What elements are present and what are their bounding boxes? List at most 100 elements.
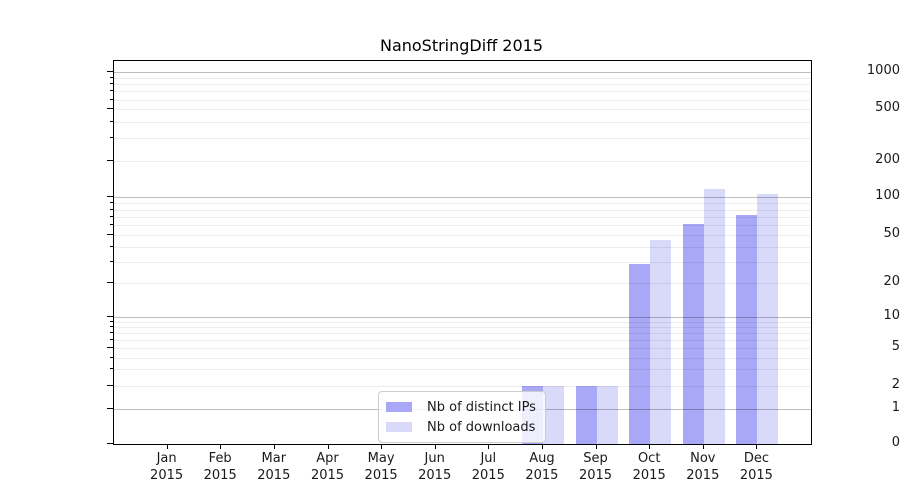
major-gridline — [114, 197, 811, 199]
y-tick-label: 20 — [883, 274, 900, 289]
y-tick-label: 0 — [891, 435, 900, 450]
y-minor-tick-mark — [110, 76, 113, 78]
minor-gridline — [114, 161, 811, 162]
y-minor-tick-mark — [110, 98, 113, 100]
x-tick-month: May — [367, 451, 395, 466]
y-tick-mark — [107, 407, 113, 409]
x-tick-month: Jan — [156, 451, 177, 466]
x-tick-year: 2015 — [525, 467, 559, 483]
y-minor-tick-mark — [110, 108, 113, 110]
x-tick-mark — [488, 444, 490, 449]
x-tick-month: Mar — [261, 451, 287, 466]
x-tick-label-oct: Oct 2015 — [609, 451, 689, 484]
x-tick-month: Nov — [690, 451, 716, 466]
x-tick-mark — [702, 444, 704, 449]
minor-gridline — [114, 261, 811, 263]
grid-layer — [114, 61, 811, 444]
x-tick-label-feb: Feb 2015 — [180, 451, 260, 484]
y-minor-tick-mark — [110, 137, 113, 139]
bars-layer — [114, 61, 811, 444]
x-tick-year: 2015 — [364, 467, 398, 483]
minor-gridline — [114, 216, 811, 218]
x-tick-year: 2015 — [310, 467, 345, 483]
minor-gridline — [114, 203, 811, 205]
y-tick-label: 1000 — [866, 63, 900, 79]
x-tick-month: Oct — [637, 451, 661, 466]
y-minor-tick-mark — [110, 326, 113, 328]
x-tick-mark — [166, 444, 168, 449]
x-tick-mark — [327, 444, 329, 449]
minor-gridline — [114, 138, 811, 140]
x-tick-month: Jun — [424, 451, 445, 466]
x-tick-label-apr: Apr 2015 — [288, 451, 368, 484]
bar-nov-distinct-ips — [682, 223, 704, 444]
bar-sep-distinct-ips — [575, 386, 597, 444]
y-tick-label: 10 — [883, 308, 900, 323]
minor-gridline — [114, 109, 811, 111]
y-tick-label: 50 — [883, 226, 900, 242]
x-tick-year: 2015 — [578, 467, 613, 483]
legend-item-distinct-ips: Nb of distinct IPs — [386, 397, 539, 417]
bar-sep-downloads — [596, 386, 618, 444]
legend-swatch-distinct-ips — [386, 402, 412, 412]
y-minor-tick-mark — [110, 202, 113, 204]
x-tick-mark — [649, 444, 651, 449]
x-tick-label-jun: Jun 2015 — [395, 451, 475, 484]
x-tick-label-jan: Jan 2015 — [127, 451, 207, 484]
legend-item-downloads: Nb of downloads — [386, 417, 539, 437]
x-tick-month: Sep — [583, 451, 608, 466]
y-tick-label: 100 — [875, 188, 900, 204]
x-tick-mark — [541, 444, 543, 449]
bar-aug-downloads — [542, 386, 564, 444]
y-minor-tick-mark — [110, 224, 113, 226]
minor-gridline — [114, 209, 811, 211]
chart-title: NanoStringDiff 2015 — [379, 36, 544, 55]
plot-area: Nb of distinct IPs Nb of downloads — [113, 60, 812, 445]
minor-gridline — [114, 91, 811, 93]
y-minor-tick-mark — [110, 160, 113, 161]
minor-gridline — [114, 340, 811, 342]
legend: Nb of distinct IPs Nb of downloads — [378, 391, 546, 443]
minor-gridline — [114, 333, 811, 335]
x-tick-mark — [595, 444, 597, 449]
minor-gridline — [114, 121, 811, 123]
x-tick-label-sep: Sep 2015 — [556, 451, 636, 484]
bar-oct-distinct-ips — [629, 263, 651, 444]
x-tick-label-mar: Mar 2015 — [234, 451, 314, 484]
x-tick-year: 2015 — [418, 467, 452, 483]
bar-nov-downloads — [703, 189, 725, 444]
x-tick-year: 2015 — [471, 467, 505, 483]
y-minor-tick-mark — [110, 260, 113, 262]
minor-gridline — [114, 283, 811, 284]
y-tick-label: 1 — [891, 399, 900, 415]
minor-gridline — [114, 235, 811, 237]
x-tick-mark — [273, 444, 275, 449]
x-tick-month: Aug — [529, 451, 555, 466]
y-tick-label: 500 — [875, 100, 900, 116]
y-tick-mark — [107, 196, 113, 198]
legend-swatch-downloads — [386, 422, 412, 432]
major-gridline — [114, 72, 811, 74]
legend-label-distinct-ips: Nb of distinct IPs — [427, 399, 536, 415]
y-tick-label: 5 — [891, 339, 900, 355]
minor-gridline — [114, 225, 811, 227]
x-tick-mark — [434, 444, 436, 449]
legend-label-downloads: Nb of downloads — [427, 419, 536, 435]
minor-gridline — [114, 357, 811, 359]
x-tick-mark — [756, 444, 758, 449]
x-tick-year: 2015 — [203, 467, 237, 483]
x-tick-label-dec: Dec 2015 — [716, 451, 796, 484]
x-tick-label-aug: Aug 2015 — [502, 451, 582, 484]
y-minor-tick-mark — [110, 83, 113, 85]
minor-gridline — [114, 246, 811, 248]
x-tick-label-may: May 2015 — [341, 451, 421, 484]
x-tick-year: 2015 — [686, 467, 720, 483]
x-tick-month: Apr — [316, 451, 339, 466]
y-minor-tick-mark — [110, 356, 113, 358]
y-minor-tick-mark — [110, 234, 113, 236]
x-tick-year: 2015 — [150, 467, 184, 483]
y-tick-label: 200 — [875, 152, 900, 167]
bar-oct-downloads — [650, 239, 672, 444]
minor-gridline — [114, 84, 811, 86]
y-minor-tick-mark — [110, 120, 113, 122]
